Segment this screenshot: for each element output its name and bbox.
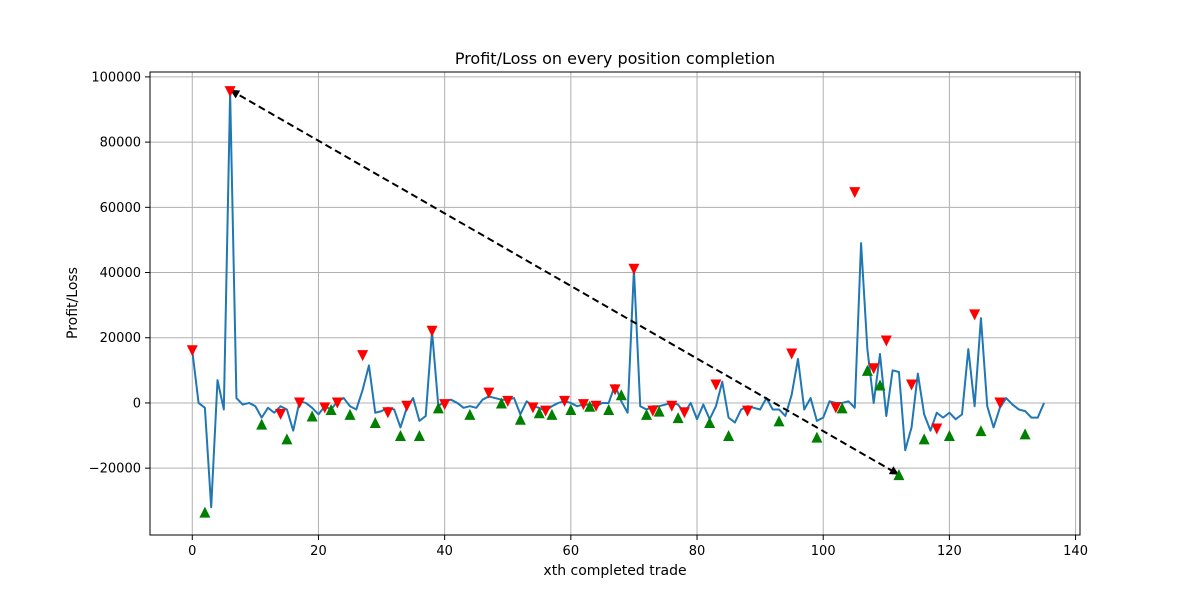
sell-marker	[559, 395, 571, 407]
buy-marker	[641, 408, 653, 420]
buy-marker	[672, 412, 684, 424]
x-tick-label: 120	[937, 544, 962, 559]
x-tick-label: 100	[811, 544, 836, 559]
sell-marker	[741, 405, 753, 417]
sell-marker	[275, 408, 287, 420]
buy-marker	[495, 397, 507, 409]
buy-marker	[514, 413, 526, 425]
sell-marker	[830, 402, 842, 414]
trend-arrow-line	[229, 89, 900, 476]
axis-ticks: 0 20 40 60 80 100 120 140 −20000 0 20000 40000 60000…	[89, 70, 1088, 559]
buy-marker	[773, 415, 785, 427]
sell-marker	[540, 405, 552, 417]
x-tick-label: 60	[563, 544, 580, 559]
buy-marker	[464, 408, 476, 420]
buy-marker	[836, 402, 848, 414]
sell-marker	[868, 363, 880, 375]
buy-marker	[306, 410, 318, 422]
buy-marker	[943, 430, 955, 442]
x-axis-label: xth completed trade	[543, 563, 686, 579]
buy-marker	[325, 403, 337, 415]
buy-marker	[653, 405, 665, 417]
profit-loss-line	[191, 92, 1045, 509]
y-tick-label: 100000	[91, 70, 141, 85]
sell-marker	[382, 407, 394, 419]
x-tick-label: 140	[1063, 544, 1088, 559]
sell-marker	[426, 325, 438, 337]
sell-marker	[786, 348, 798, 360]
buy-marker	[369, 417, 381, 429]
buy-marker	[874, 379, 886, 391]
buy-marker	[893, 469, 905, 481]
buy-marker	[704, 417, 716, 429]
sell-marker	[969, 309, 981, 321]
buy-marker	[723, 430, 735, 442]
buy-marker	[432, 402, 444, 414]
y-tick-label: 40000	[100, 266, 141, 281]
sell-marker	[577, 399, 589, 411]
buy-marker	[615, 389, 627, 401]
y-tick-label: 80000	[100, 136, 141, 151]
buy-marker	[1019, 428, 1031, 440]
sell-marker	[331, 397, 343, 409]
sell-marker	[357, 350, 369, 362]
y-axis-label: Profit/Loss	[65, 267, 81, 339]
buy-marker	[413, 430, 425, 442]
trend-layer	[229, 89, 900, 476]
sell-marker	[994, 397, 1006, 409]
buy-marker	[344, 408, 356, 420]
series-layer	[191, 92, 1045, 509]
buy-marker	[533, 407, 545, 419]
sell-marker	[678, 407, 690, 419]
buy-marker	[394, 430, 406, 442]
sell-marker	[628, 263, 640, 275]
sell-marker	[849, 187, 861, 199]
grid	[150, 72, 1080, 535]
sell-marker	[590, 400, 602, 412]
y-tick-label: 60000	[100, 201, 141, 216]
buy-marker	[975, 425, 987, 437]
chart-title: Profit/Loss on every position completion	[455, 49, 775, 68]
sell-marker	[880, 335, 892, 347]
buy-marker	[584, 400, 596, 412]
buy-marker	[199, 506, 211, 518]
buy-marker	[861, 364, 873, 376]
y-tick-label: 0	[133, 396, 141, 411]
sell-marker	[710, 379, 722, 391]
x-tick-label: 20	[310, 544, 327, 559]
sell-marker	[319, 402, 331, 414]
buy-marker	[565, 403, 577, 415]
marker-layer	[186, 86, 1031, 518]
sell-marker	[502, 395, 514, 407]
x-tick-label: 80	[689, 544, 706, 559]
sell-marker	[483, 387, 495, 399]
sell-marker	[527, 402, 539, 414]
sell-marker	[186, 345, 198, 357]
sell-marker	[609, 384, 621, 396]
buy-marker	[603, 403, 615, 415]
sell-marker	[931, 423, 943, 435]
sell-marker	[647, 405, 659, 417]
sell-marker	[401, 400, 413, 412]
x-tick-label: 0	[188, 544, 196, 559]
trend-arrow-head	[888, 466, 899, 475]
y-tick-label: 20000	[100, 331, 141, 346]
x-tick-label: 40	[436, 544, 453, 559]
sell-marker	[294, 397, 306, 409]
plot-frame	[149, 71, 1081, 536]
buy-marker	[811, 431, 823, 443]
sell-marker	[906, 379, 918, 391]
sell-marker	[224, 86, 236, 98]
buy-marker	[281, 433, 293, 445]
buy-marker	[546, 408, 558, 420]
y-tick-label: −20000	[89, 462, 141, 477]
buy-marker	[256, 418, 268, 430]
sell-marker	[666, 400, 678, 412]
buy-marker	[918, 433, 930, 445]
sell-marker	[439, 399, 451, 411]
